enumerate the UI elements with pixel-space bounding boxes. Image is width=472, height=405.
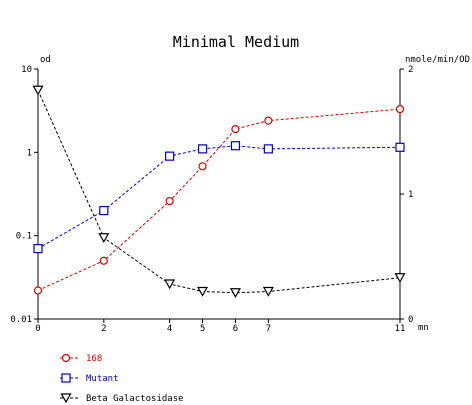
left-tick-label: 1 [27, 148, 32, 158]
data-point-168 [165, 196, 174, 206]
data-point-beta-galactosidase [262, 286, 274, 297]
right-tick-label: 0 [408, 315, 413, 325]
data-point-mutant [165, 151, 175, 161]
data-point-beta-galactosidase [164, 279, 176, 290]
data-point-mutant [230, 141, 241, 151]
right-tick-label: 2 [408, 65, 413, 75]
x-tick-label: 11 [395, 324, 406, 334]
right-tick-label: 1 [408, 190, 413, 200]
legend-marker-mutant [61, 373, 71, 383]
legend-label-mutant: Mutant [86, 374, 119, 384]
data-point-mutant [99, 205, 109, 216]
data-point-168 [231, 125, 240, 134]
x-tick-label: 2 [101, 324, 106, 334]
legend-label-168: 168 [86, 354, 102, 364]
chart-title: Minimal Medium [173, 33, 299, 51]
data-point-mutant [33, 243, 43, 254]
legend-marker-beta-galactosidase [60, 393, 72, 404]
data-point-beta-galactosidase [32, 85, 44, 96]
data-point-beta-galactosidase [394, 273, 406, 283]
data-point-168 [264, 116, 273, 125]
legend: 168 Mutant Beta Galactosidase [60, 353, 184, 404]
left-axis-label: od [40, 55, 51, 65]
data-point-168 [33, 286, 43, 295]
data-point-168 [198, 162, 207, 171]
series-layer [32, 85, 406, 298]
data-point-beta-galactosidase [197, 286, 209, 297]
data-point-mutant [197, 144, 208, 154]
left-tick-label: 0.1 [16, 232, 32, 242]
data-point-168 [99, 256, 108, 265]
left-tick-label: 0.01 [10, 315, 32, 325]
series-line-168 [37, 108, 401, 291]
ticks-layer: 0 2 4 5 6 7 11 0.01 0.1 1 10 0 1 2 [10, 65, 413, 334]
right-axis-label: nmole/min/OD [405, 55, 470, 65]
x-tick-label: 7 [266, 324, 271, 334]
data-point-beta-galactosidase [229, 288, 241, 298]
x-tick-label: 6 [233, 324, 238, 334]
series-line-mutant [37, 145, 401, 250]
data-point-beta-galactosidase [98, 233, 110, 243]
x-tick-label: 4 [167, 324, 172, 334]
data-point-168 [395, 105, 405, 114]
left-tick-label: 10 [21, 65, 32, 75]
data-point-mutant [395, 142, 405, 152]
series-line-beta-galactosidase [37, 90, 401, 294]
legend-label-beta-galactosidase: Beta Galactosidase [86, 394, 184, 404]
x-tick-label: 0 [35, 324, 40, 334]
data-point-mutant [263, 144, 273, 154]
legend-marker-168 [61, 353, 71, 363]
x-tick-label: 5 [200, 324, 205, 334]
x-axis-label: mn [418, 323, 429, 333]
